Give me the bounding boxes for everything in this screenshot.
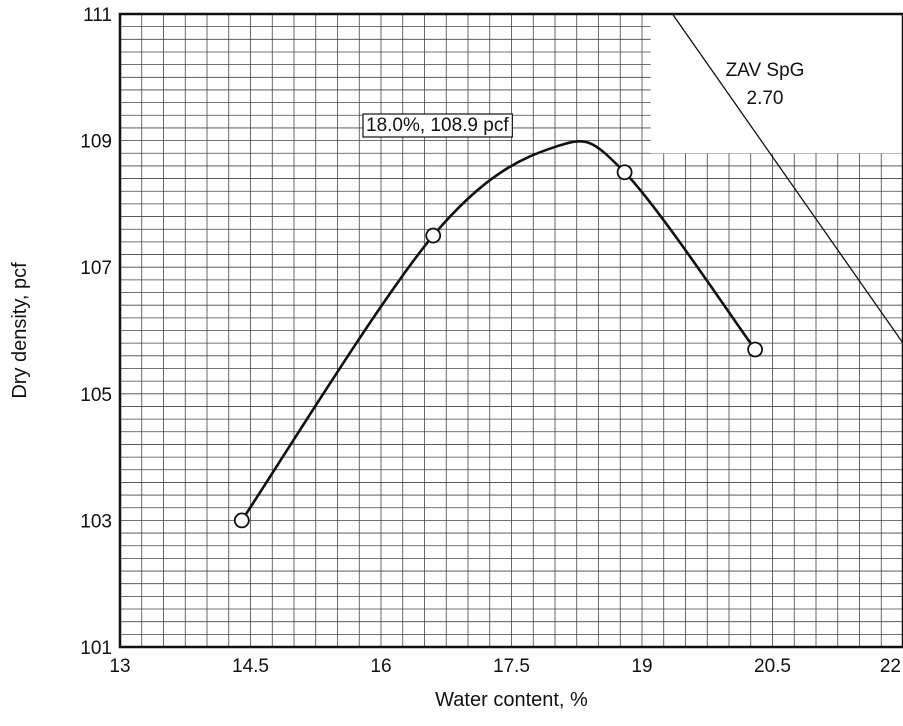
compaction-curve [240, 140, 757, 522]
y-tick-labels: 101 103 105 107 109 111 [80, 5, 112, 659]
peak-annotation-label: 18.0%, 108.9 pcf [366, 115, 509, 136]
y-tick-label: 105 [80, 385, 112, 406]
data-point [233, 512, 250, 529]
y-tick-label: 111 [83, 5, 112, 26]
y-tick-label: 107 [80, 258, 112, 279]
x-tick-labels: 13 14.5 16 17.5 19 20.5 22 [109, 656, 901, 677]
plot-frame [118, 12, 903, 649]
x-tick-label: 13 [109, 656, 130, 677]
data-point [425, 227, 442, 244]
data-point [616, 164, 633, 181]
zav-line [671, 13, 903, 344]
x-tick-label: 19 [631, 656, 652, 677]
zav-label-background [650, 15, 902, 154]
peak-annotation-box [362, 113, 513, 138]
data-point [747, 341, 763, 358]
y-tick-label: 101 [80, 638, 112, 659]
x-axis-title: Water content, % [435, 689, 588, 711]
x-tick-label: 14.5 [232, 656, 269, 677]
x-tick-label: 17.5 [493, 656, 530, 677]
zav-label-line2: 2.70 [747, 88, 784, 109]
y-tick-label: 109 [80, 132, 112, 153]
x-tick-label: 20.5 [754, 656, 791, 677]
y-tick-label: 103 [80, 511, 112, 532]
x-tick-label: 22 [880, 656, 901, 677]
data-points [233, 164, 763, 529]
label-backgrounds [650, 15, 902, 154]
y-axis-title: Dry density, pcf [9, 262, 31, 399]
curve-group [240, 140, 757, 522]
x-tick-label: 16 [370, 656, 391, 677]
zav-line-group [671, 13, 903, 344]
zav-label-line1: ZAV SpG [726, 60, 805, 81]
